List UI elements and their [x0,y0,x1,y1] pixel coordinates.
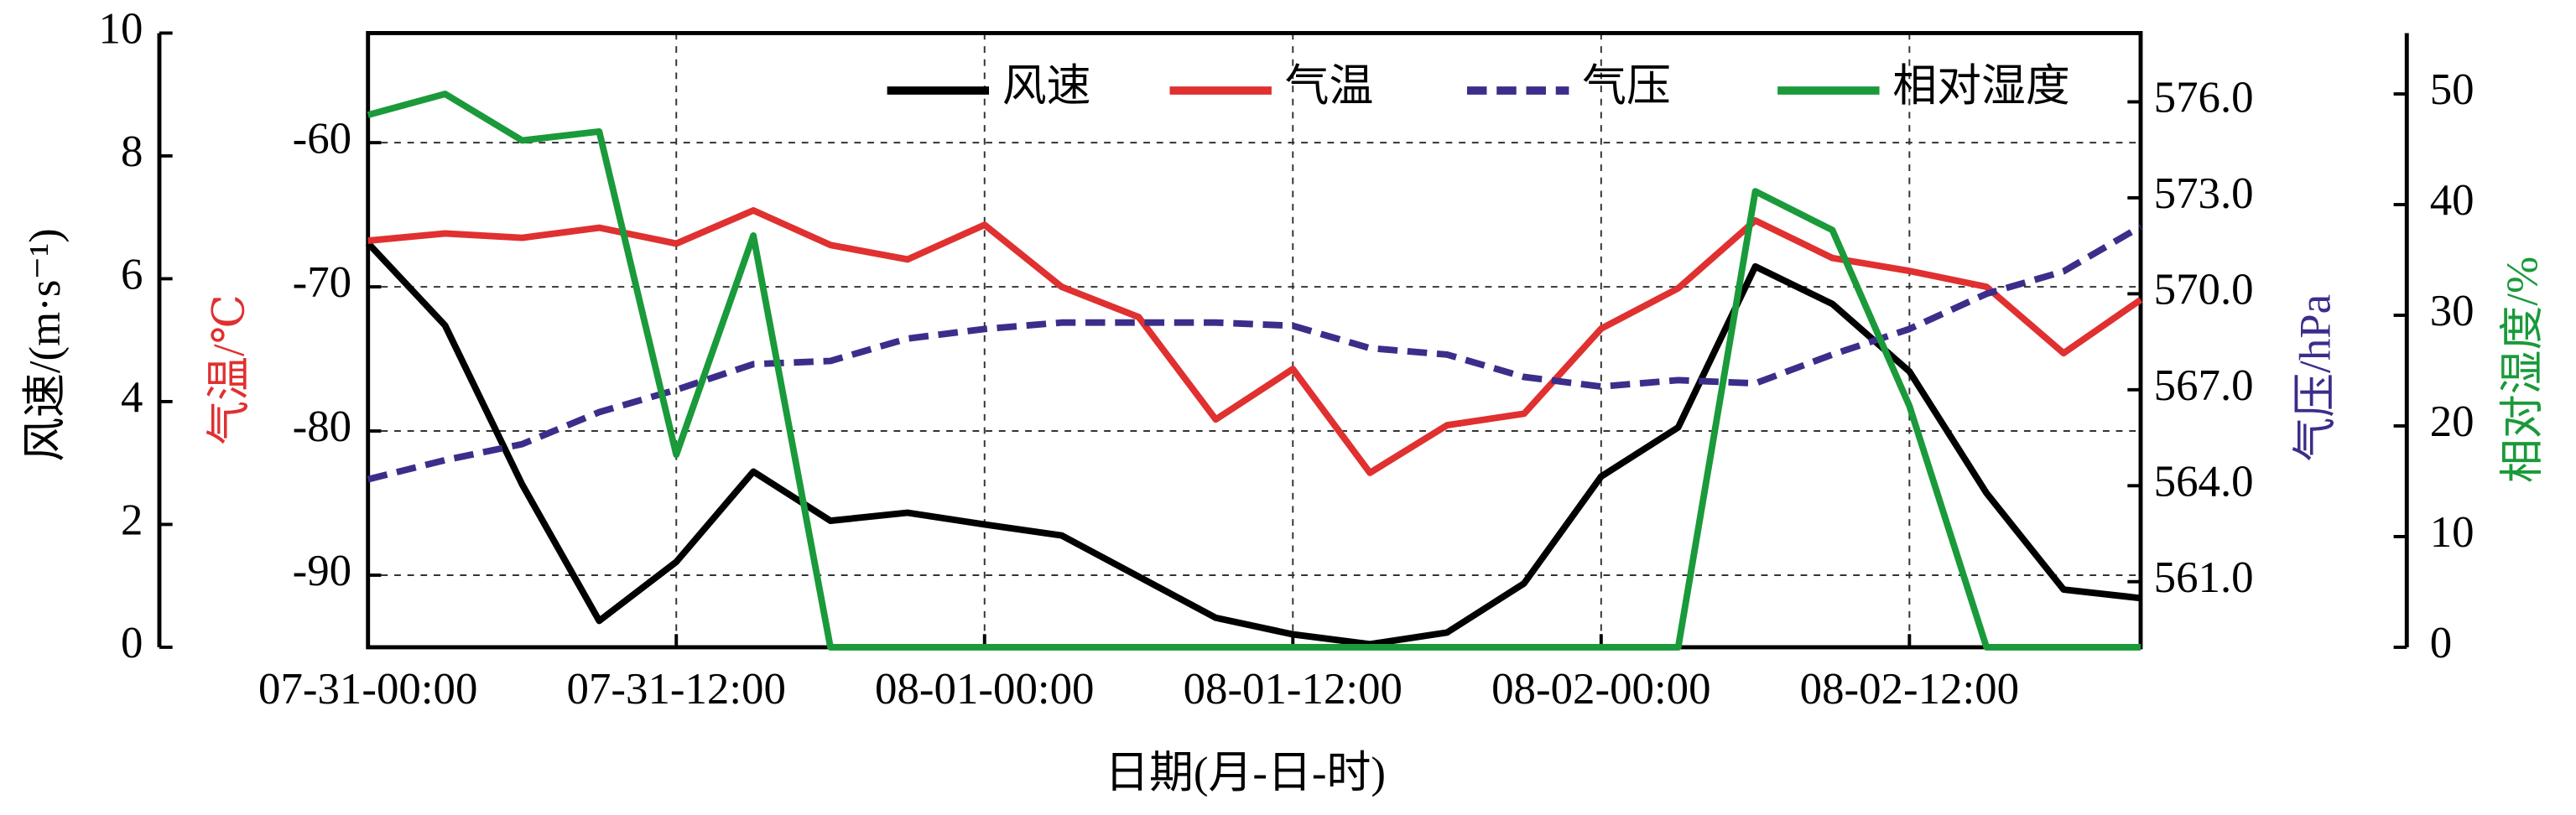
x-tick-label: 08-02-12:00 [1800,665,2019,714]
y4-tick-label: 0 [2430,619,2452,667]
y3-axis-label: 气压/hPa [2292,294,2340,462]
x-tick-label: 07-31-12:00 [567,665,786,714]
y-tick-label: 2 [121,496,143,545]
y4-tick-label: 20 [2430,397,2475,446]
y3-tick-label: 570.0 [2154,266,2254,314]
x-axis-label: 日期(月-日-时) [1105,749,1386,797]
y3-tick-label: 564.0 [2154,457,2254,506]
y-tick-label: 10 [99,5,143,54]
legend-label: 气压 [1582,62,1671,111]
series-line [365,241,2141,648]
x-tick-label: 08-01-12:00 [1184,665,1402,714]
legend-label: 相对湿度 [1892,62,2070,111]
x-tick-label: 08-02-00:00 [1491,665,1710,714]
y-tick-label: 0 [121,619,143,667]
y3-tick-label: 567.0 [2154,361,2254,410]
y2-axis-label: 气温/℃ [205,294,253,445]
y2-tick-label: -70 [293,258,351,307]
x-tick-label: 08-01-00:00 [875,665,1094,714]
series-line [367,91,2141,651]
y-tick-label: 4 [121,373,143,422]
y-tick-label: 8 [121,127,143,176]
y4-tick-label: 50 [2430,65,2475,114]
legend-label: 风速 [1002,62,1091,111]
y4-tick-label: 30 [2430,287,2475,335]
y4-axis-label: 相对湿度/% [2498,257,2547,483]
x-tick-label: 07-31-00:00 [258,665,477,714]
y2-tick-label: -60 [293,114,351,163]
y4-tick-label: 40 [2430,176,2475,225]
y-tick-label: 6 [121,251,143,299]
legend-label: 气温 [1285,62,1374,111]
y-axis-label: 风速/(m·s⁻¹) [21,228,70,462]
y2-tick-label: -80 [293,402,351,451]
y3-tick-label: 576.0 [2154,74,2254,122]
y4-tick-label: 10 [2430,508,2475,557]
y3-tick-label: 573.0 [2154,169,2254,218]
y3-tick-label: 561.0 [2154,553,2254,602]
y2-tick-label: -90 [293,547,351,595]
